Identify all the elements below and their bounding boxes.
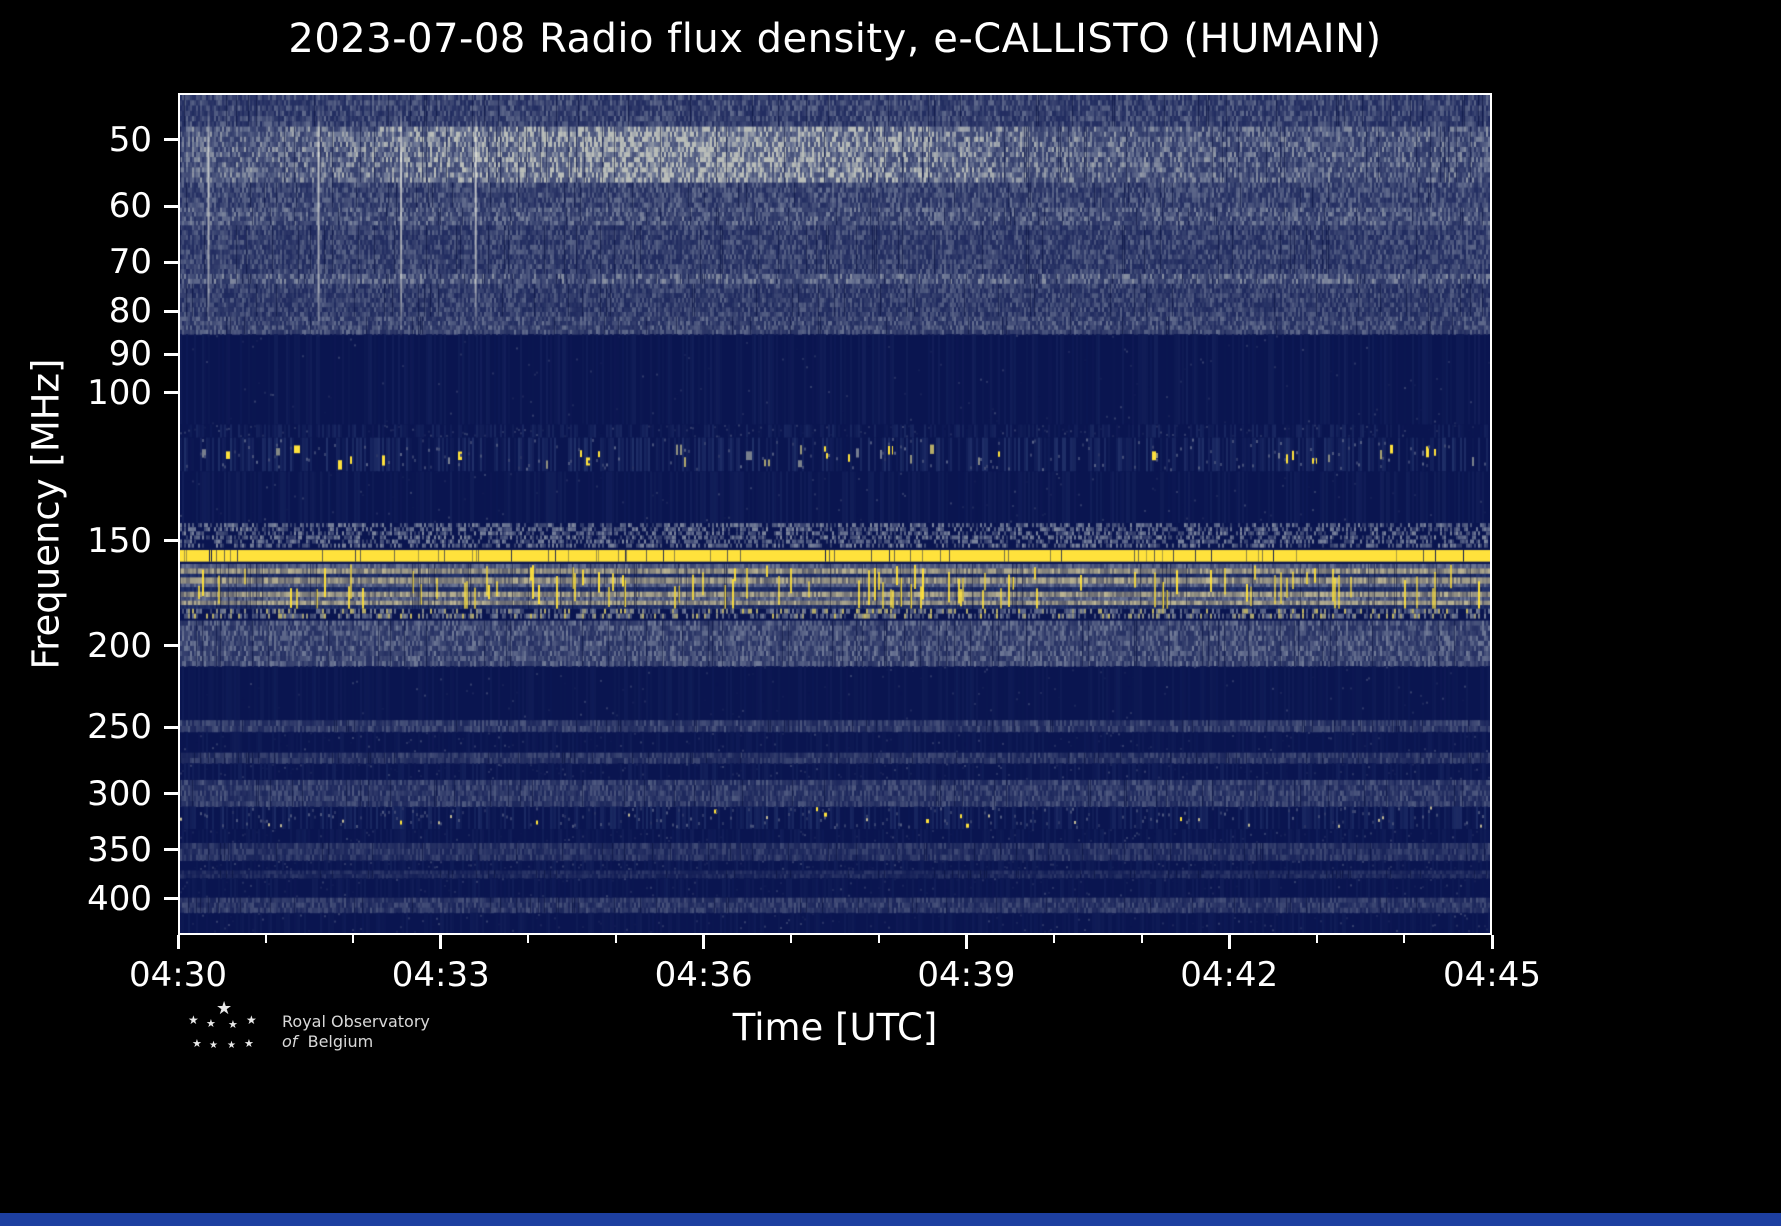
y-tick-mark: [164, 204, 178, 208]
y-tick-mark: [164, 725, 178, 729]
x-minor-tick-mark: [877, 935, 880, 943]
x-tick-mark: [439, 935, 443, 949]
spectrogram-canvas: [180, 95, 1490, 933]
y-tick-mark: [164, 644, 178, 648]
y-tick-label: 150: [87, 520, 152, 561]
rob-logo: ★ ★ ★ ★ ★ ★ ★ ★ ★ Royal Observatory of B…: [182, 998, 602, 1072]
x-tick-mark: [1490, 935, 1494, 949]
logo-line1: Royal Observatory: [282, 1012, 430, 1031]
star-icon: ★: [227, 1040, 236, 1051]
x-minor-tick-mark: [264, 935, 267, 943]
x-tick-mark: [702, 935, 706, 949]
star-icon: ★: [216, 998, 233, 1019]
x-tick-label: 04:36: [654, 955, 753, 995]
x-minor-tick-mark: [1403, 935, 1406, 943]
x-minor-tick-mark: [1315, 935, 1318, 943]
star-icon: ★: [188, 1013, 199, 1027]
y-tick-label: 100: [87, 372, 152, 413]
y-tick-mark: [164, 260, 178, 264]
star-icon: ★: [206, 1017, 216, 1030]
chart-title: 2023-07-08 Radio flux density, e-CALLIST…: [288, 16, 1382, 62]
x-minor-tick-mark: [527, 935, 530, 943]
y-tick-label: 50: [108, 119, 152, 160]
y-tick-mark: [164, 539, 178, 543]
star-icon: ★: [228, 1018, 238, 1031]
star-icon: ★: [246, 1013, 257, 1027]
y-tick-mark: [164, 792, 178, 796]
y-tick-mark: [164, 897, 178, 901]
logo-text: Royal Observatory of Belgium: [282, 1012, 430, 1052]
y-tick-mark: [164, 848, 178, 852]
x-minor-tick-mark: [1053, 935, 1055, 943]
x-tick-mark: [176, 935, 180, 949]
y-tick-label: 300: [87, 773, 152, 814]
y-tick-label: 70: [108, 242, 152, 283]
x-minor-tick-mark: [1140, 935, 1143, 943]
x-tick-mark: [1227, 935, 1231, 949]
y-tick-label: 60: [108, 186, 152, 227]
y-tick-label: 90: [108, 334, 152, 375]
x-minor-tick-mark: [352, 935, 355, 943]
y-tick-mark: [164, 309, 178, 313]
y-tick-label: 80: [108, 291, 152, 332]
footer-bar: [0, 1213, 1781, 1226]
star-icon: ★: [209, 1040, 218, 1051]
y-tick-label: 350: [87, 829, 152, 870]
x-tick-label: 04:33: [391, 955, 490, 995]
x-tick-label: 04:42: [1180, 955, 1279, 995]
x-axis-label: Time [UTC]: [732, 1006, 938, 1049]
x-tick-label: 04:30: [129, 955, 227, 995]
y-tick-label: 200: [87, 625, 152, 666]
y-tick-mark: [164, 352, 178, 356]
star-icon: ★: [244, 1037, 254, 1050]
logo-line2: of Belgium: [282, 1032, 374, 1051]
x-tick-mark: [964, 935, 968, 949]
star-icon: ★: [192, 1037, 202, 1050]
y-tick-label: 400: [87, 878, 152, 919]
x-tick-label: 04:45: [1443, 955, 1541, 995]
x-minor-tick-mark: [615, 935, 617, 943]
x-minor-tick-mark: [790, 935, 793, 943]
y-tick-label: 250: [87, 707, 152, 748]
plot-area: [178, 93, 1492, 935]
x-tick-label: 04:39: [917, 955, 1016, 995]
y-tick-mark: [164, 391, 178, 395]
y-tick-mark: [164, 138, 178, 142]
